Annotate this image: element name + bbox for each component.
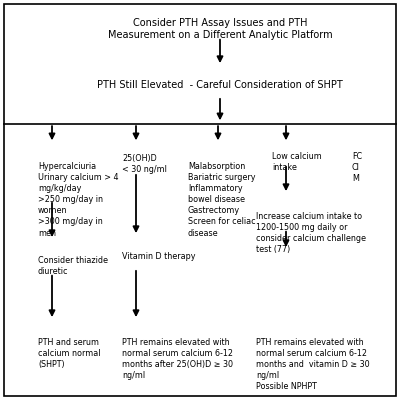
Text: Low calcium
intake: Low calcium intake bbox=[272, 152, 322, 172]
Text: PTH and serum
calcium normal
(SHPT): PTH and serum calcium normal (SHPT) bbox=[38, 338, 100, 369]
Text: Vitamin D therapy: Vitamin D therapy bbox=[122, 252, 196, 261]
Text: Consider thiazide
diuretic: Consider thiazide diuretic bbox=[38, 256, 108, 276]
Text: 25(OH)D
< 30 ng/ml: 25(OH)D < 30 ng/ml bbox=[122, 154, 167, 174]
Text: PTH remains elevated with
normal serum calcium 6-12
months after 25(OH)D ≥ 30
ng: PTH remains elevated with normal serum c… bbox=[122, 338, 233, 380]
Text: Hypercalciuria
Urinary calcium > 4
mg/kg/day
>250 mg/day in
women
>300 mg/day in: Hypercalciuria Urinary calcium > 4 mg/kg… bbox=[38, 162, 118, 238]
Text: Increase calcium intake to
1200-1500 mg daily or
consider calcium challenge
test: Increase calcium intake to 1200-1500 mg … bbox=[256, 212, 366, 254]
Text: PTH Still Elevated  - Careful Consideration of SHPT: PTH Still Elevated - Careful Considerati… bbox=[97, 80, 343, 90]
Text: Consider PTH Assay Issues and PTH
Measurement on a Different Analytic Platform: Consider PTH Assay Issues and PTH Measur… bbox=[108, 18, 332, 40]
Text: Malabsorption
Bariatric surgery
Inflammatory
bowel disease
Gastrectomy
Screen fo: Malabsorption Bariatric surgery Inflamma… bbox=[188, 162, 256, 238]
Text: PTH remains elevated with
normal serum calcium 6-12
months and  vitamin D ≥ 30
n: PTH remains elevated with normal serum c… bbox=[256, 338, 370, 391]
Text: FC
Cl
M: FC Cl M bbox=[352, 152, 362, 183]
